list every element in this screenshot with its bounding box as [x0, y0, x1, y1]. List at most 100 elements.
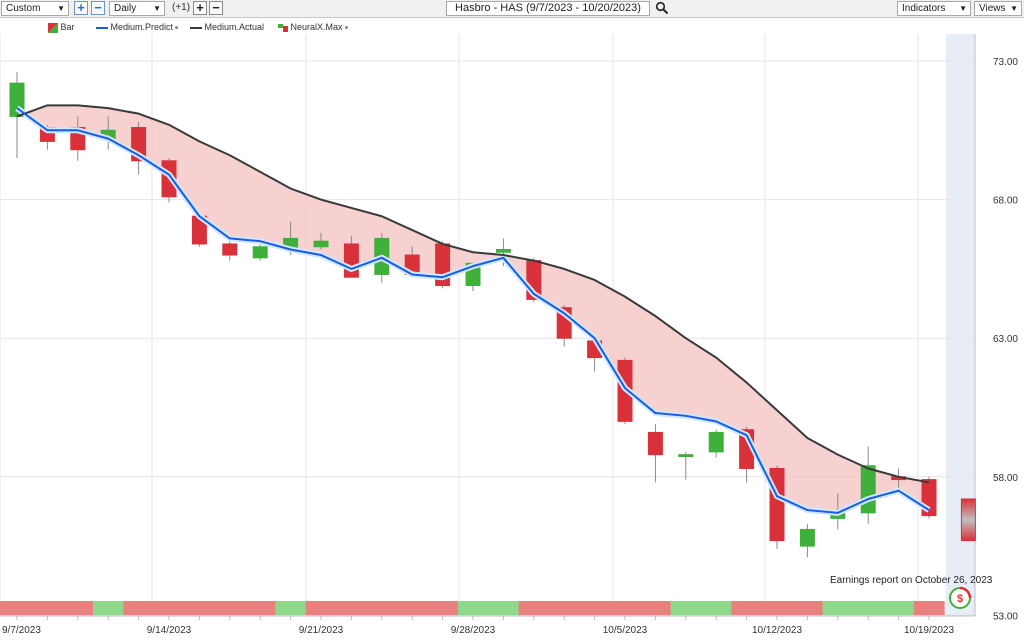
line-legend-icon [190, 26, 202, 29]
neuralx-strip-cell [366, 601, 398, 615]
candle [799, 523, 815, 558]
indicators-dropdown[interactable]: Indicators ▼ [897, 1, 971, 16]
offset-plus-button[interactable]: + [193, 1, 207, 15]
neuralx-strip-cell [305, 601, 337, 615]
neuralx-strip-cell [32, 601, 64, 615]
neuralx-strip-cell [457, 601, 489, 615]
settings-dot-icon[interactable] [175, 26, 179, 30]
neuralx-strip-cell [275, 601, 307, 615]
zoom-out-button[interactable]: − [91, 1, 105, 15]
line-legend-icon [96, 26, 108, 29]
candle-body [799, 528, 815, 547]
legend-neuralx: NeuralX.Max [278, 21, 348, 33]
views-label: Views [979, 3, 1006, 14]
neuralx-strip-cell [853, 601, 884, 615]
zoom-in-button[interactable]: + [74, 1, 88, 15]
candle-body [495, 248, 511, 253]
interval-dropdown[interactable]: Daily ▼ [109, 1, 165, 16]
interval-dropdown-value: Daily [114, 3, 137, 14]
settings-dot-icon[interactable] [344, 26, 348, 30]
y-tick-label: 63.00 [993, 334, 1018, 345]
symbol-title[interactable]: Hasbro - HAS (9/7/2023 - 10/20/2023) [446, 1, 650, 16]
chevron-down-icon: ▼ [153, 4, 161, 13]
neuralx-strip-cell [62, 601, 94, 615]
x-tick-label: 9/21/2023 [299, 625, 344, 636]
chevron-down-icon: ▼ [1010, 4, 1018, 13]
offset-label: (+1) [172, 2, 191, 13]
prediction-spread-area [17, 105, 929, 513]
neuralx-strip-cell [792, 601, 824, 615]
candle [708, 429, 724, 458]
neuralx-strip-cell [640, 601, 672, 615]
views-dropdown[interactable]: Views ▼ [974, 1, 1022, 16]
neuralx-strip-cell [397, 601, 428, 615]
y-tick-label: 73.00 [993, 57, 1018, 68]
neuralx-legend-icon [278, 23, 288, 32]
indicators-label: Indicators [902, 3, 946, 14]
chevron-down-icon: ▼ [57, 4, 65, 13]
neuralx-strip-cell [579, 601, 611, 615]
neuralx-strip-cell [609, 601, 641, 615]
range-dropdown-value: Custom [6, 3, 41, 14]
neuralx-strip-cell [822, 601, 854, 615]
legend-bar: Bar [48, 21, 75, 33]
neuralx-strip-cell [731, 601, 763, 615]
y-tick-label: 68.00 [993, 196, 1018, 207]
candle-body [252, 246, 268, 259]
neuralx-strip-cell [245, 601, 276, 615]
candle-body [343, 243, 359, 278]
neuralx-strip-cell [123, 601, 155, 615]
neuralx-strip-cell [518, 601, 550, 615]
neuralx-strip-cell [670, 601, 702, 615]
candle [131, 121, 147, 175]
neuralx-strip-cell [336, 601, 368, 615]
candle [860, 446, 876, 524]
candle [921, 476, 937, 519]
neuralx-strip-cell [883, 601, 915, 615]
neuralx-strip-cell [427, 601, 459, 615]
candle-body [222, 243, 238, 256]
candle [647, 424, 663, 483]
legend-bar-label: Bar [60, 22, 75, 32]
forecast-bar [960, 498, 976, 542]
candle-body [708, 431, 724, 453]
candle-body [678, 454, 694, 458]
medium-actual-line [16, 104, 930, 484]
candle-body [647, 431, 663, 456]
candle [252, 243, 268, 261]
x-tick-label: 10/12/2023 [752, 625, 802, 636]
offset-minus-button[interactable]: − [209, 1, 223, 15]
search-icon[interactable] [655, 1, 669, 15]
neuralx-strip-cell [184, 601, 216, 615]
x-tick-label: 10/19/2023 [904, 625, 954, 636]
range-dropdown[interactable]: Custom ▼ [1, 1, 69, 16]
candle [222, 241, 238, 261]
candle [678, 451, 694, 480]
medium-predict-line [16, 107, 930, 514]
candle-body [860, 465, 876, 514]
candle [435, 241, 451, 289]
x-tick-label: 9/14/2023 [147, 625, 192, 636]
neuralx-strip-cell [0, 601, 33, 615]
neuralx-strip-cell [488, 601, 520, 615]
bar-legend-icon [48, 22, 58, 33]
neuralx-strip-cell [913, 601, 945, 615]
candle [769, 465, 785, 549]
earnings-dollar-icon[interactable]: $ [948, 586, 972, 610]
candle [313, 232, 329, 250]
neuralx-strip-cell [214, 601, 246, 615]
candle-body [769, 467, 785, 542]
neuralx-strip-cell [761, 601, 793, 615]
y-tick-label: 58.00 [993, 473, 1018, 484]
legend-predict-label: Medium.Predict [110, 22, 174, 32]
toolbar: Custom ▼ + − Daily ▼ (+1) + − Hasbro - H… [0, 0, 1024, 18]
neuralx-strip-cell [549, 601, 580, 615]
x-tick-label: 9/7/2023 [2, 625, 41, 636]
legend-actual: Medium.Actual [190, 21, 264, 33]
legend-neuralx-label: NeuralX.Max [290, 22, 343, 32]
neuralx-strip-cell [701, 601, 732, 615]
neuralx-strip-cell [153, 601, 185, 615]
svg-text:$: $ [957, 593, 963, 605]
earnings-note: Earnings report on October 26, 2023 [830, 575, 993, 586]
